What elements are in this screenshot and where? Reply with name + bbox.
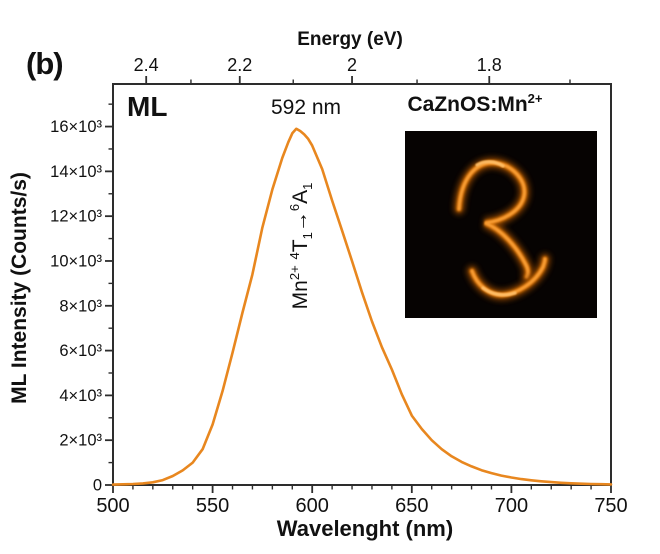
x-tick-label: 650: [395, 495, 428, 517]
electronic-transition-label: Mn2+ 4T1→6A1: [287, 182, 316, 310]
x-tick-label: 750: [594, 495, 627, 517]
y-tick-label: 10×10³: [50, 252, 102, 270]
energy-tick-label: 2.4: [134, 55, 159, 75]
ml-mode-label: ML: [127, 91, 168, 122]
inset-photo: [405, 131, 597, 318]
y-tick-label: 0: [93, 477, 102, 495]
glowing-s-highlight: [475, 160, 505, 168]
y-tick-label: 4×10³: [59, 387, 102, 405]
y-axis-title: ML Intensity (Counts/s): [8, 172, 31, 404]
energy-tick-label: 2: [347, 55, 357, 75]
x-tick-label: 500: [96, 495, 129, 517]
glowing-s-core: [457, 161, 530, 279]
glowing-s-highlight: [481, 286, 517, 297]
y-tick-label: 16×10³: [50, 118, 102, 136]
y-axis-ticks: 0 2×10³ 4×10³ 6×10³ 8×10³ 10×10³ 12×10³ 14×10³ 1…: [50, 103, 113, 495]
x-axis-title: Wavelenght (nm): [276, 516, 454, 541]
energy-tick-label: 2.2: [227, 55, 252, 75]
ml-curve: [111, 127, 613, 486]
x-tick-label: 600: [296, 495, 329, 517]
x-tick-label: 550: [196, 495, 229, 517]
top-axis-title: Energy (eV): [297, 29, 403, 50]
y-tick-label: 8×10³: [59, 297, 102, 315]
energy-axis-ticks: 2.4 2.2 2 1.8: [134, 55, 571, 84]
peak-wavelength-label: 592 nm: [270, 96, 342, 119]
panel-letter: (b): [26, 46, 64, 81]
sample-name-label: CaZnOS:Mn2+: [407, 91, 543, 116]
y-tick-label: 2×10³: [59, 432, 102, 450]
y-tick-label: 14×10³: [50, 163, 102, 181]
plot-frame: [112, 83, 612, 486]
x-axis-ticks: 500 550 600 650 700 750: [96, 485, 628, 517]
x-tick-label: 700: [495, 495, 528, 517]
y-tick-label: 12×10³: [50, 208, 102, 226]
energy-tick-label: 1.8: [477, 55, 502, 75]
y-tick-label: 6×10³: [59, 342, 102, 360]
